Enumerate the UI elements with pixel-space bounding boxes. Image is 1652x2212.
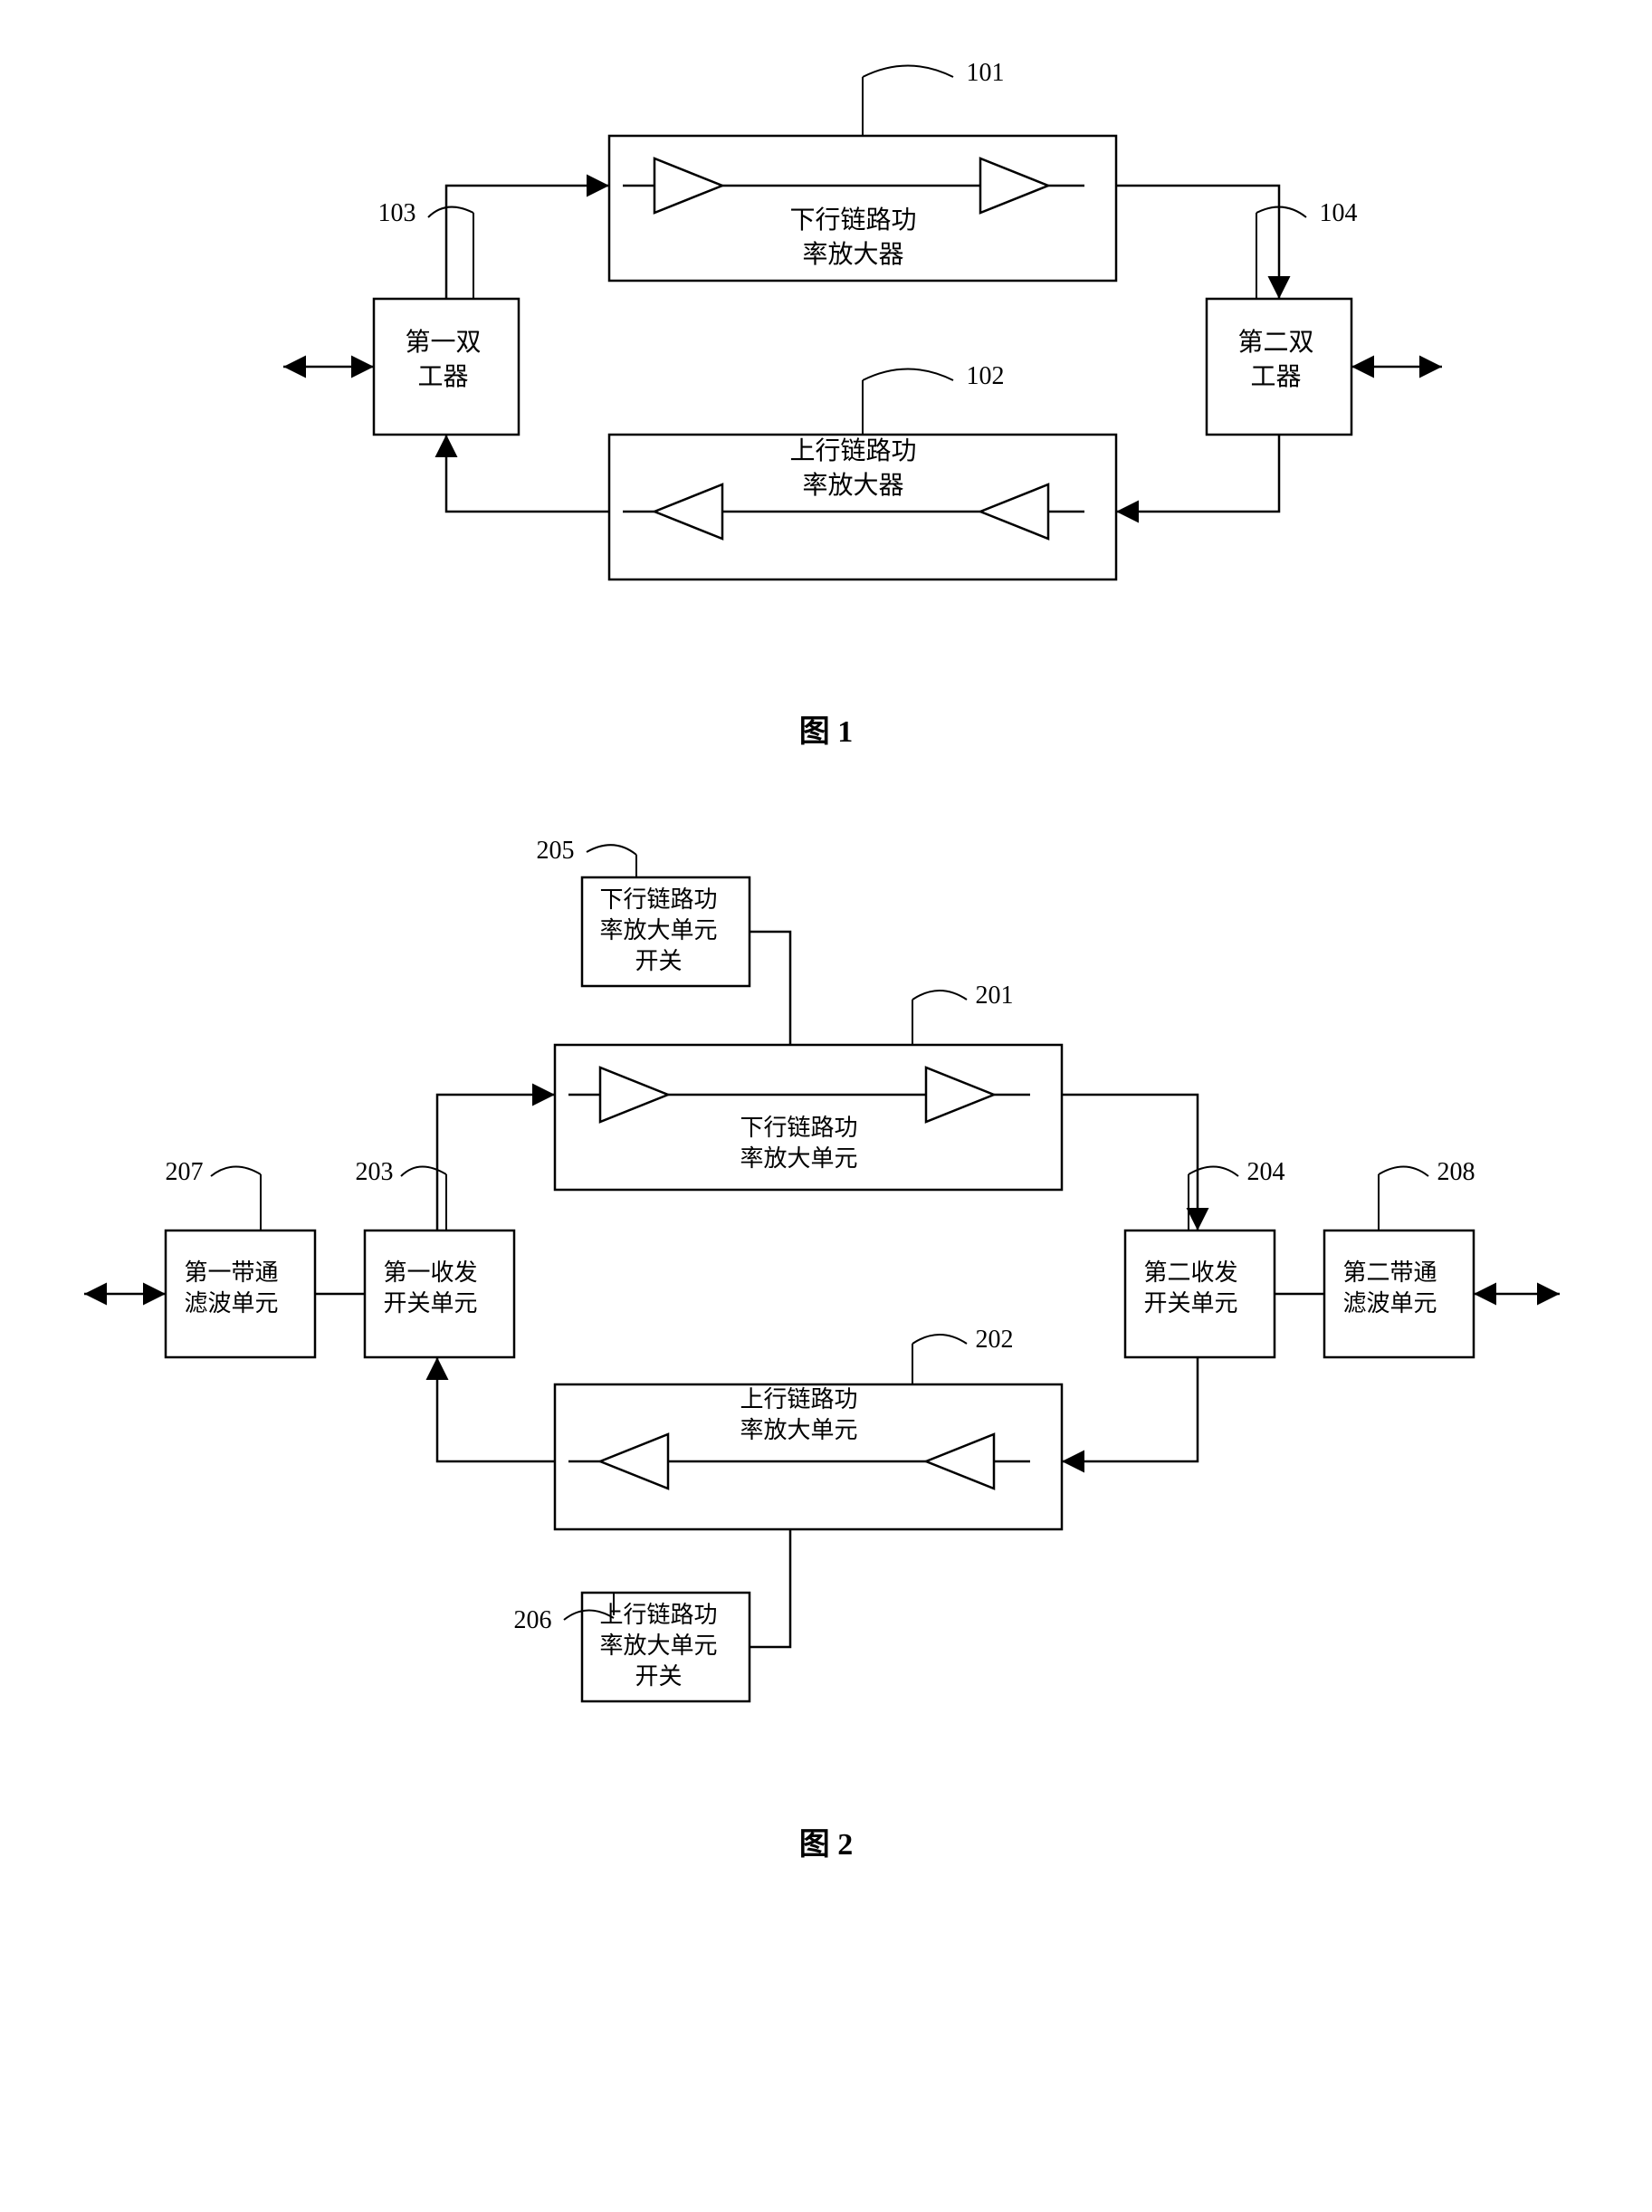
box-203-l2: 开关单元 xyxy=(384,1290,478,1317)
box-206-text: 上行链路功 率放大单元 开关 xyxy=(600,1600,718,1691)
box-202-l2: 率放大单元 xyxy=(740,1417,858,1443)
box-207-l1: 第一带通 xyxy=(185,1259,279,1286)
box-104-text: 第二双 工器 xyxy=(1238,326,1314,395)
box-101-l1: 下行链路功 xyxy=(790,206,917,235)
box-204-l1: 第二收发 xyxy=(1144,1259,1238,1286)
box-103-l1: 第一双 xyxy=(406,329,482,357)
box-202-text: 上行链路功 率放大单元 xyxy=(740,1384,858,1446)
ref-103: 103 xyxy=(378,199,416,228)
box-103-l2: 工器 xyxy=(418,363,469,391)
box-206-l3: 开关 xyxy=(635,1663,683,1690)
figure-2: 205 201 202 203 204 207 208 206 下行链路功 率放… xyxy=(57,841,1596,1747)
box-201-text: 下行链路功 率放大单元 xyxy=(740,1113,858,1174)
figure-2-caption: 图 2 xyxy=(57,1819,1596,1863)
ref-202: 202 xyxy=(976,1326,1014,1355)
box-102-l2: 率放大器 xyxy=(803,472,904,500)
box-104-l1: 第二双 xyxy=(1238,329,1314,357)
ref-207: 207 xyxy=(166,1158,204,1187)
box-208-text: 第二带通 滤波单元 xyxy=(1343,1258,1437,1319)
box-103-text: 第一双 工器 xyxy=(406,326,482,395)
box-205-l3: 开关 xyxy=(635,948,683,974)
box-204-text: 第二收发 开关单元 xyxy=(1144,1258,1238,1319)
box-104-l2: 工器 xyxy=(1251,363,1302,391)
box-207-l2: 滤波单元 xyxy=(185,1290,279,1317)
box-203-l1: 第一收发 xyxy=(384,1259,478,1286)
ref-101: 101 xyxy=(967,59,1005,88)
ref-205: 205 xyxy=(537,837,575,866)
box-102-l1: 上行链路功 xyxy=(790,437,917,465)
ref-203: 203 xyxy=(356,1158,394,1187)
ref-204: 204 xyxy=(1247,1158,1285,1187)
box-205-l1: 下行链路功 xyxy=(600,886,718,913)
box-101-l2: 率放大器 xyxy=(803,241,904,269)
box-101-text: 下行链路功 率放大器 xyxy=(790,204,917,273)
box-207-text: 第一带通 滤波单元 xyxy=(185,1258,279,1319)
box-208-l1: 第二带通 xyxy=(1343,1259,1437,1286)
box-206-l2: 率放大单元 xyxy=(600,1633,718,1659)
ref-206: 206 xyxy=(514,1606,552,1635)
box-206-l1: 上行链路功 xyxy=(600,1602,718,1628)
box-201-l1: 下行链路功 xyxy=(740,1115,858,1141)
box-204-l2: 开关单元 xyxy=(1144,1290,1238,1317)
ref-208: 208 xyxy=(1437,1158,1475,1187)
box-202-l1: 上行链路功 xyxy=(740,1386,858,1412)
ref-201: 201 xyxy=(976,982,1014,1010)
figure-1-caption: 图 1 xyxy=(193,706,1460,751)
box-205-text: 下行链路功 率放大单元 开关 xyxy=(600,885,718,976)
box-201-l2: 率放大单元 xyxy=(740,1145,858,1172)
box-208-l2: 滤波单元 xyxy=(1343,1290,1437,1317)
box-205-l2: 率放大单元 xyxy=(600,917,718,943)
ref-104: 104 xyxy=(1320,199,1358,228)
box-203-text: 第一收发 开关单元 xyxy=(384,1258,478,1319)
ref-102: 102 xyxy=(967,362,1005,391)
figure-1: 101 102 103 104 下行链路功 率放大器 上行链路功 率放大器 第一… xyxy=(193,36,1460,634)
box-102-text: 上行链路功 率放大器 xyxy=(790,435,917,503)
